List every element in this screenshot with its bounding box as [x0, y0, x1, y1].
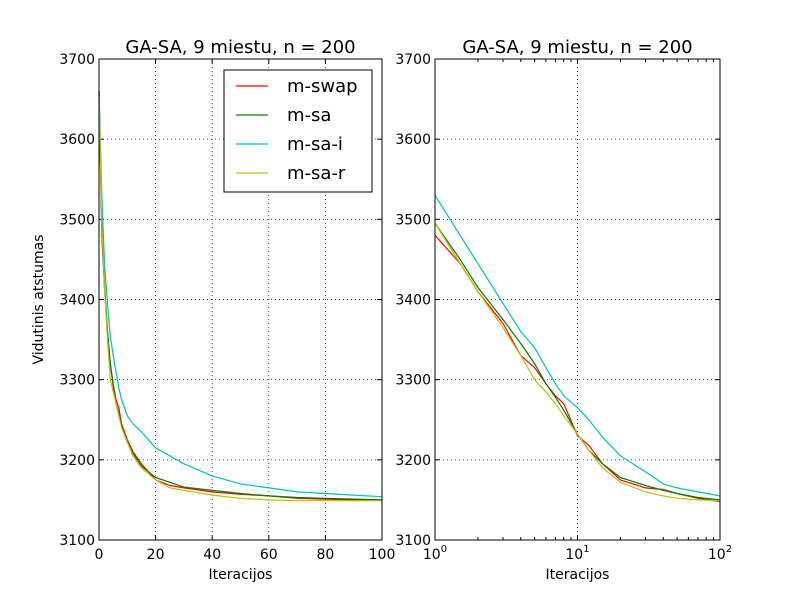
x-tick-label: 102 — [708, 544, 732, 563]
legend-box — [223, 69, 373, 193]
y-tick-label: 3400 — [395, 293, 431, 309]
series-line-m-sa-r — [98, 91, 382, 502]
y-tick-label: 3600 — [395, 132, 431, 148]
y-tick-label: 3500 — [59, 212, 95, 228]
y-tick-label: 3200 — [395, 453, 431, 469]
x-tick-label: 60 — [260, 547, 278, 563]
x-tick-label: 0 — [95, 547, 104, 563]
plot-frame — [98, 58, 383, 541]
series-line-m-sa-i — [434, 194, 721, 497]
x-axis-label: Iteracijos — [546, 567, 610, 583]
series-line-m-sa-i — [98, 91, 383, 498]
legend-label: m-sa-i — [287, 134, 343, 155]
series-line-m-sa-r — [434, 222, 721, 502]
x-axis-label: Iteracijos — [209, 567, 273, 583]
y-tick-label: 3300 — [395, 373, 431, 389]
y-tick-label: 3100 — [59, 533, 95, 549]
x-tick-label: 100 — [369, 547, 396, 563]
x-tick-label: 80 — [316, 547, 334, 563]
y-tick-label: 3500 — [395, 212, 431, 228]
y-axis-label: Vidutinis atstumas — [31, 234, 47, 364]
legend-label: m-sa — [287, 105, 331, 126]
x-tick-label: 100 — [423, 544, 447, 563]
series-line-m-swap — [434, 234, 721, 503]
legend-label: m-swap — [287, 76, 358, 97]
y-tick-label: 3200 — [59, 453, 95, 469]
y-tick-label: 3700 — [59, 52, 95, 68]
series-line-m-sa — [98, 91, 383, 501]
chart-title: GA-SA, 9 miestu, n = 200 — [462, 37, 692, 58]
y-tick-label: 3400 — [59, 293, 95, 309]
chart-panel-1: 3100 3200 3300 3400 3500 3600 3700 0 20 40 60 80 100… — [31, 37, 395, 583]
x-tick-label: 101 — [565, 544, 589, 563]
chart-panel-2: 3100 3200 3300 3400 3500 3600 3700 100 101 102 GA-… — [395, 37, 732, 583]
legend: m-swap m-sa m-sa-i m-sa-r — [223, 69, 373, 193]
y-tick-label: 3300 — [59, 373, 95, 389]
x-tick-label: 40 — [203, 547, 221, 563]
plot-frame — [434, 58, 721, 541]
legend-label: m-sa-r — [287, 163, 346, 184]
y-tick-label: 3600 — [59, 132, 95, 148]
x-tick-label: 20 — [147, 547, 165, 563]
chart-title: GA-SA, 9 miestu, n = 200 — [125, 37, 355, 58]
series-line-m-sa — [434, 222, 721, 501]
y-tick-label: 3100 — [395, 533, 431, 549]
y-tick-label: 3700 — [395, 52, 431, 68]
